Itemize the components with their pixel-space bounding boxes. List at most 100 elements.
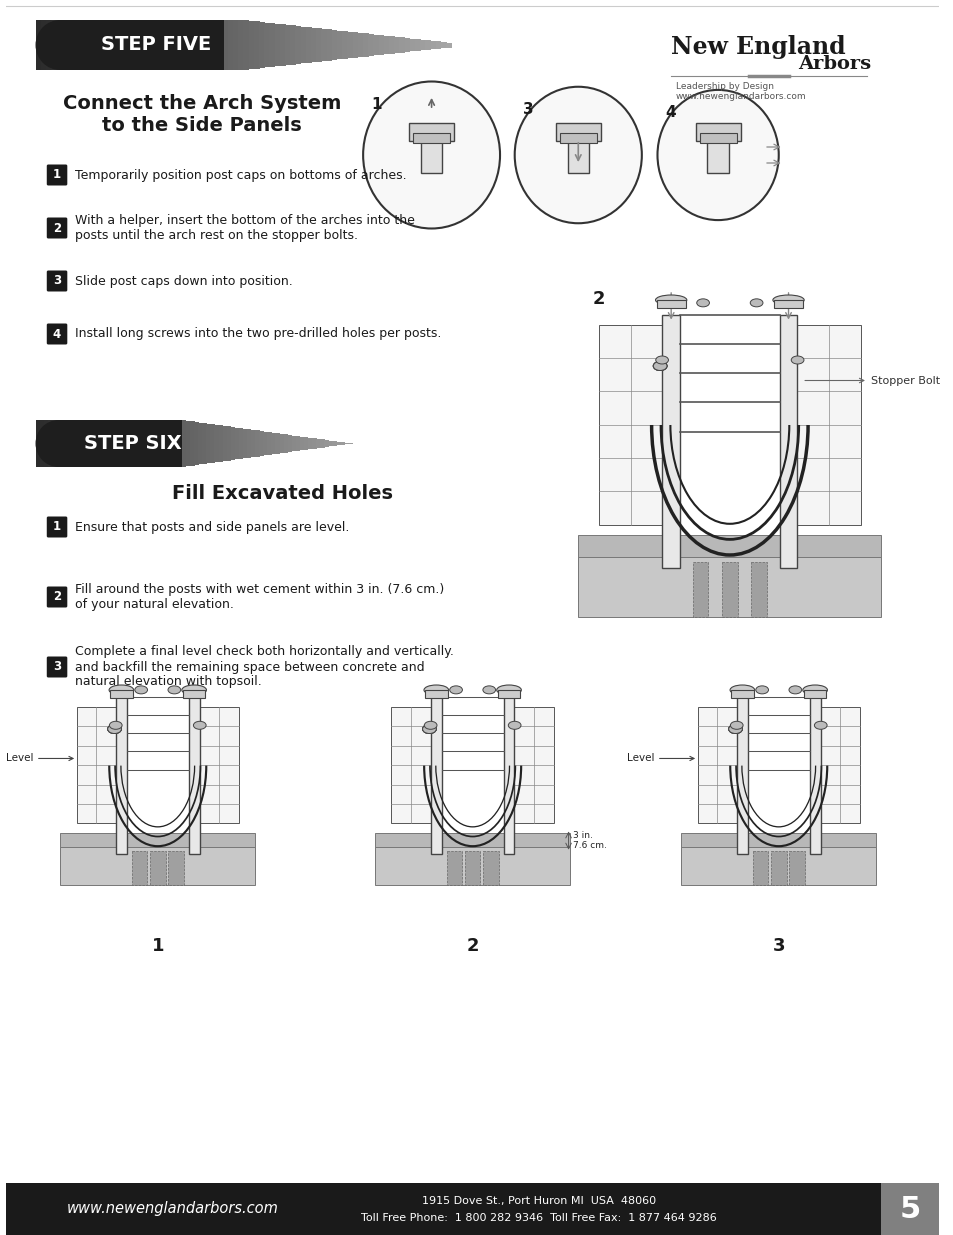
Ellipse shape — [108, 725, 121, 734]
Bar — [60, 420, 65, 467]
Bar — [110, 690, 132, 698]
Bar — [64, 420, 69, 467]
Text: Arbors: Arbors — [798, 56, 870, 73]
Bar — [41, 20, 47, 70]
Text: 2: 2 — [53, 590, 61, 604]
Bar — [363, 33, 368, 57]
Bar — [35, 20, 41, 70]
Bar — [35, 420, 40, 467]
Bar — [139, 20, 145, 70]
Bar — [157, 420, 162, 467]
FancyBboxPatch shape — [47, 270, 68, 291]
Ellipse shape — [755, 685, 768, 694]
Text: 4: 4 — [664, 105, 676, 120]
Ellipse shape — [108, 725, 121, 734]
Bar — [440, 42, 446, 48]
Bar — [389, 36, 395, 54]
Bar — [391, 708, 431, 824]
Bar — [125, 420, 130, 467]
Bar — [413, 133, 450, 143]
Bar — [189, 697, 199, 853]
Bar — [222, 20, 228, 70]
Text: 2: 2 — [53, 221, 61, 235]
Bar — [133, 420, 137, 467]
Bar — [295, 436, 300, 451]
Bar — [207, 20, 213, 70]
Bar — [199, 708, 239, 824]
Bar — [559, 133, 597, 143]
Text: 1: 1 — [53, 520, 61, 534]
Bar — [233, 20, 238, 70]
Bar — [514, 708, 554, 824]
Bar — [383, 36, 389, 54]
FancyBboxPatch shape — [60, 847, 255, 884]
FancyBboxPatch shape — [47, 657, 68, 678]
Bar — [283, 435, 288, 452]
Bar — [243, 429, 247, 458]
Text: 2: 2 — [466, 936, 478, 955]
Text: 1: 1 — [371, 98, 381, 112]
Text: STEP FIVE: STEP FIVE — [101, 36, 211, 54]
Bar — [340, 442, 345, 445]
Ellipse shape — [788, 685, 801, 694]
Ellipse shape — [749, 299, 762, 306]
Bar — [202, 424, 207, 464]
Bar — [124, 20, 130, 70]
FancyBboxPatch shape — [375, 847, 570, 884]
Bar — [430, 41, 436, 49]
Bar — [132, 851, 148, 884]
Bar — [82, 20, 88, 70]
Bar — [56, 20, 62, 70]
Bar — [211, 424, 214, 463]
Bar — [699, 133, 736, 143]
Bar — [145, 20, 151, 70]
Bar — [267, 432, 272, 454]
Bar — [721, 562, 737, 618]
Text: 1: 1 — [53, 168, 61, 182]
Bar — [312, 438, 316, 448]
Bar — [46, 20, 51, 70]
Bar — [316, 28, 321, 62]
Bar — [105, 420, 109, 467]
Bar — [425, 41, 431, 49]
Bar — [288, 435, 292, 452]
Ellipse shape — [657, 90, 778, 220]
Bar — [153, 420, 158, 467]
Bar — [295, 26, 301, 64]
FancyBboxPatch shape — [375, 834, 570, 874]
Bar — [503, 697, 514, 853]
Text: 5: 5 — [899, 1194, 920, 1224]
Bar — [134, 20, 140, 70]
Bar — [259, 22, 264, 68]
Text: Fill Excavated Holes: Fill Excavated Holes — [172, 484, 393, 503]
Ellipse shape — [423, 685, 448, 695]
Bar — [394, 37, 399, 53]
Bar — [88, 20, 93, 70]
Bar — [228, 20, 233, 70]
Text: 1: 1 — [152, 936, 164, 955]
Text: Complete a final level check both horizontally and vertically.
and backfill the : Complete a final level check both horizo… — [74, 646, 453, 688]
Ellipse shape — [728, 725, 741, 734]
Bar — [820, 708, 859, 824]
Ellipse shape — [655, 356, 668, 364]
Text: www.newenglandarbors.com: www.newenglandarbors.com — [676, 91, 806, 101]
Text: Slide post caps down into position.: Slide post caps down into position. — [74, 274, 292, 288]
Bar — [336, 442, 340, 446]
Text: Toll Free Phone:  1 800 282 9346  Toll Free Fax:  1 877 464 9286: Toll Free Phone: 1 800 282 9346 Toll Fre… — [361, 1213, 717, 1224]
Bar — [279, 433, 284, 453]
Bar — [253, 21, 259, 69]
Bar — [424, 690, 447, 698]
Ellipse shape — [655, 295, 686, 305]
Ellipse shape — [422, 725, 436, 734]
Text: Connect the Arch System
to the Side Panels: Connect the Arch System to the Side Pane… — [63, 94, 340, 135]
Text: 4: 4 — [52, 327, 61, 341]
Bar — [193, 422, 198, 466]
Bar — [332, 30, 337, 61]
Bar — [234, 427, 239, 459]
Bar — [202, 20, 208, 70]
Bar — [44, 420, 48, 467]
FancyBboxPatch shape — [47, 587, 68, 608]
Ellipse shape — [193, 721, 206, 730]
Text: Stopper Bolt: Stopper Bolt — [804, 375, 939, 385]
Ellipse shape — [653, 362, 666, 370]
